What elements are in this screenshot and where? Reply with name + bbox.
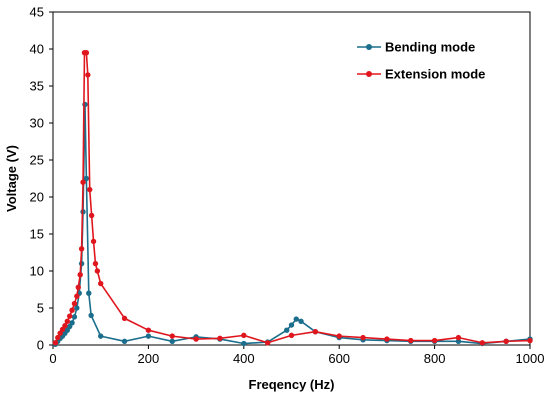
data-point	[193, 336, 199, 342]
data-point	[503, 338, 509, 344]
data-point	[527, 337, 533, 344]
data-point	[78, 246, 85, 252]
data-point	[88, 212, 95, 219]
x-tick-label: 1000	[516, 351, 545, 366]
data-point	[455, 338, 462, 344]
data-point	[217, 335, 223, 342]
data-point	[284, 327, 290, 333]
series-line	[54, 51, 531, 344]
legend-item: Extension mode	[357, 67, 485, 82]
x-tick-label: 400	[233, 351, 255, 366]
data-point	[312, 328, 319, 335]
x-tick-label: 0	[49, 351, 56, 366]
data-point	[88, 312, 94, 319]
data-point	[298, 318, 304, 325]
axes-layer	[52, 11, 531, 346]
legend-item: Bending mode	[357, 40, 475, 55]
y-tick-label: 10	[30, 264, 44, 279]
data-point	[52, 340, 59, 346]
data-point	[80, 179, 86, 185]
data-point	[98, 333, 104, 339]
data-point	[66, 313, 73, 319]
data-point	[85, 72, 91, 78]
data-point	[64, 318, 71, 325]
y-tick-label: 20	[30, 190, 44, 205]
y-tick-label: 35	[30, 79, 44, 94]
x-tick-label: 800	[424, 351, 446, 366]
legend: Bending mode Extension mode	[357, 40, 485, 82]
data-point	[71, 314, 78, 320]
data-point	[288, 322, 295, 328]
data-point	[98, 280, 104, 287]
data-point	[77, 272, 83, 278]
plot-frame	[52, 11, 531, 346]
data-point	[408, 337, 414, 344]
data-point	[145, 333, 152, 339]
x-tick-label: 200	[138, 351, 160, 366]
legend-marker	[366, 44, 372, 50]
data-point	[86, 290, 92, 296]
y-tick-label: 25	[30, 153, 44, 168]
data-point	[288, 332, 295, 339]
data-point	[384, 336, 390, 342]
data-point	[92, 260, 99, 267]
y-tick-label: 15	[30, 227, 44, 242]
data-point	[241, 332, 247, 339]
data-point	[55, 334, 61, 341]
data-point	[241, 340, 247, 347]
data-point	[87, 186, 93, 193]
data-point	[83, 175, 90, 182]
series-line	[54, 103, 531, 345]
data-point	[145, 327, 152, 333]
data-point	[169, 338, 175, 344]
y-tick-label: 40	[30, 42, 44, 57]
data-point	[82, 101, 88, 108]
legend-label: Bending mode	[385, 40, 475, 55]
y-axis-title: Voltage (V)	[4, 145, 19, 212]
data-point	[336, 333, 342, 339]
ticks-layer: 0 200 400 600 800 1000 0 5 10 15 20 25 30 35 40 45	[30, 5, 545, 367]
data-point	[75, 284, 81, 290]
data-point	[69, 320, 75, 326]
series-extension-mode	[52, 50, 533, 346]
data-point	[71, 300, 78, 307]
y-tick-label: 45	[30, 5, 44, 20]
data-point	[94, 268, 101, 274]
y-tick-label: 0	[37, 338, 44, 353]
data-point	[293, 316, 299, 322]
series-bending-mode	[52, 101, 533, 347]
data-point	[90, 238, 97, 245]
data-point	[121, 338, 128, 344]
data-point	[83, 50, 90, 56]
x-tick-label: 600	[328, 351, 350, 366]
data-point	[455, 334, 462, 341]
data-point	[431, 337, 438, 344]
data-point	[169, 333, 175, 339]
data-point	[74, 293, 80, 299]
y-tick-label: 30	[30, 116, 44, 131]
y-tick-label: 5	[37, 301, 44, 316]
legend-marker	[366, 71, 372, 77]
x-axis-title: Freqency (Hz)	[249, 377, 335, 392]
data-point	[360, 334, 366, 341]
data-point	[74, 305, 80, 311]
legend-label: Extension mode	[385, 67, 485, 82]
data-point	[264, 340, 271, 346]
series-layer	[52, 50, 533, 347]
data-point	[121, 315, 128, 322]
data-point	[69, 307, 75, 313]
data-point	[479, 340, 485, 346]
data-point	[62, 323, 68, 329]
